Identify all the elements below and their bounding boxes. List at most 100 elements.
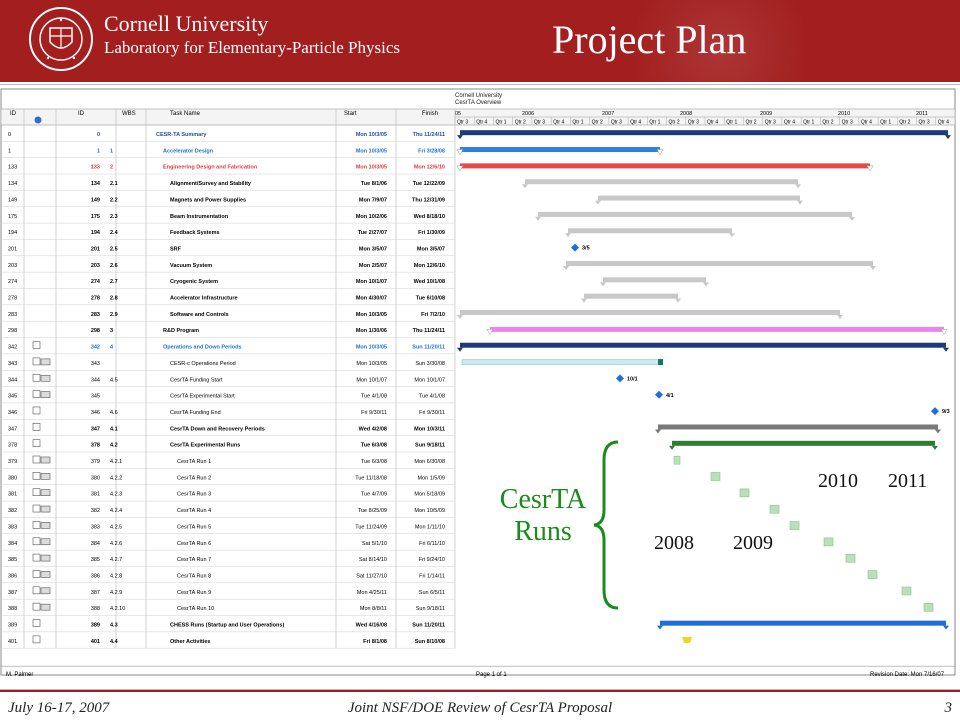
task-calendar-icon — [32, 373, 41, 382]
footer-page-number: 3 — [944, 700, 953, 716]
row-finish: Mon 10/5/09 — [414, 508, 445, 514]
row-task-name: CesrTA Run 5 — [177, 524, 211, 530]
row-wbs: 1 — [110, 148, 113, 154]
row-wbs: 4.3 — [110, 623, 118, 629]
row-id: 0 — [8, 132, 11, 138]
row-start: Mon 2/5/07 — [359, 263, 387, 269]
row-id2: 149 — [91, 197, 100, 203]
row-id: 380 — [8, 475, 17, 481]
row-id: 344 — [8, 377, 17, 383]
year-2010-label: 2010 — [818, 470, 858, 492]
row-id: 401 — [8, 639, 17, 645]
row-start: Tue 2/27/07 — [358, 230, 387, 236]
row-id: 342 — [8, 345, 17, 351]
row-task-name: CesrTA Experimental Start — [170, 394, 235, 400]
row-id2: 389 — [91, 623, 100, 629]
cesrta-brace — [593, 440, 619, 610]
row-id2: 346 — [91, 410, 100, 416]
gantt-run-bar — [789, 521, 800, 530]
row-wbs: 4.4 — [110, 639, 119, 645]
timeline-quarter-label: Qtr 1 — [880, 120, 891, 126]
row-task-name: CesrTA Run 1 — [177, 459, 211, 465]
row-start: Sat 11/27/10 — [356, 573, 387, 579]
year-2009-label: 2009 — [733, 532, 773, 554]
gantt-summary-start-cap — [669, 445, 675, 450]
gantt-summary-end-cap — [703, 282, 709, 287]
row-task-name: CESR-TA Summary — [156, 132, 207, 138]
row-id2: 384 — [91, 541, 100, 547]
row-start: Fri 8/1/08 — [363, 639, 387, 645]
row-id2: 380 — [91, 475, 100, 481]
gantt-summary-bar — [460, 130, 948, 136]
footer-event: Joint NSF/DOE Review of CesrTA Proposal — [347, 700, 613, 716]
timeline-quarter-label: Qtr 1 — [572, 120, 583, 126]
row-start: Tue 6/3/08 — [361, 459, 387, 465]
row-id: 385 — [8, 557, 17, 563]
row-finish: Thu 12/31/09 — [412, 197, 445, 203]
timeline-quarter-label: Qtr 2 — [822, 120, 833, 126]
task-calendar-icon — [32, 602, 41, 611]
cesrta-label-line2: Runs — [514, 516, 572, 547]
row-id: 346 — [8, 410, 17, 416]
timeline-quarter-label: Qtr 3 — [457, 120, 468, 126]
row-start: Tue 6/3/08 — [361, 443, 387, 449]
timeline-quarter-label: Qtr 3 — [919, 120, 930, 126]
gantt-summary-bar — [660, 620, 946, 626]
row-id: 347 — [8, 426, 17, 432]
gantt-summary-end-cap — [932, 445, 938, 450]
timeline-year-label: 05 — [455, 111, 461, 117]
row-wbs: 4.2.4 — [110, 508, 122, 514]
gantt-light-bar — [461, 359, 663, 365]
row-start: Tue 8/25/09 — [358, 508, 387, 514]
col-header-finish: Finish — [422, 111, 438, 117]
row-wbs: 4.2.8 — [110, 573, 122, 579]
row-id: 175 — [8, 214, 17, 220]
row-wbs: 4.2.7 — [110, 557, 122, 563]
task-note-icon — [40, 473, 51, 480]
timeline-quarter-label: Qtr 4 — [630, 120, 641, 126]
row-wbs: 4 — [110, 345, 114, 351]
gantt-summary-end-cap — [945, 135, 951, 140]
row-wbs: 2.2 — [110, 197, 118, 203]
row-start: Mon 8/8/11 — [360, 606, 387, 612]
task-calendar-icon — [32, 422, 41, 431]
task-note-icon — [40, 374, 51, 382]
row-finish: Fri 6/11/10 — [419, 541, 445, 547]
row-finish: Sun 9/18/11 — [416, 606, 445, 612]
row-id: 382 — [8, 508, 17, 514]
gantt-milestone-label: 9/3 — [942, 409, 950, 415]
row-task-name: Vacuum System — [170, 263, 212, 269]
row-task-name: Engineering Design and Fabrication — [163, 165, 258, 171]
row-id2: 381 — [91, 492, 100, 498]
gantt-summary-bar — [658, 424, 938, 430]
task-calendar-icon — [32, 553, 41, 562]
row-id2: 0 — [97, 132, 100, 138]
footer-date: July 16-17, 2007 — [8, 700, 110, 716]
task-calendar-icon — [32, 341, 41, 349]
gantt-run-bar — [673, 455, 681, 465]
row-finish: Mon 12/6/10 — [414, 165, 445, 171]
gantt-chart: Cornell University CesrTA Overview ID ID WBS… — [0, 84, 960, 690]
row-id2: 383 — [91, 524, 100, 530]
gantt-summary-end-cap — [849, 216, 855, 221]
row-id2: 194 — [91, 230, 101, 236]
row-finish: Tue 4/1/08 — [419, 394, 445, 400]
gantt-milestone-diamond — [571, 243, 579, 252]
row-finish: Mon 5/18/09 — [414, 492, 445, 498]
row-start: Tue 8/1/06 — [361, 181, 387, 187]
row-finish: Mon 10/1/07 — [414, 377, 445, 383]
row-id: 343 — [8, 361, 17, 367]
row-start: Mon 10/1/07 — [356, 377, 387, 383]
row-id2: 274 — [91, 279, 101, 285]
gantt-milestone-label: 3/5 — [582, 246, 590, 252]
row-task-name: R&D Program — [163, 328, 199, 334]
row-id: 203 — [8, 263, 17, 269]
task-note-icon — [40, 489, 51, 497]
row-id: 387 — [8, 590, 17, 596]
cornell-seal-logo — [29, 7, 93, 71]
row-wbs: 4.2 — [110, 443, 118, 449]
row-id: 134 — [8, 181, 17, 187]
row-id: 149 — [8, 197, 17, 203]
row-task-name: CesrTA Run 6 — [177, 541, 211, 547]
gantt-summary-start-cap — [522, 184, 528, 189]
